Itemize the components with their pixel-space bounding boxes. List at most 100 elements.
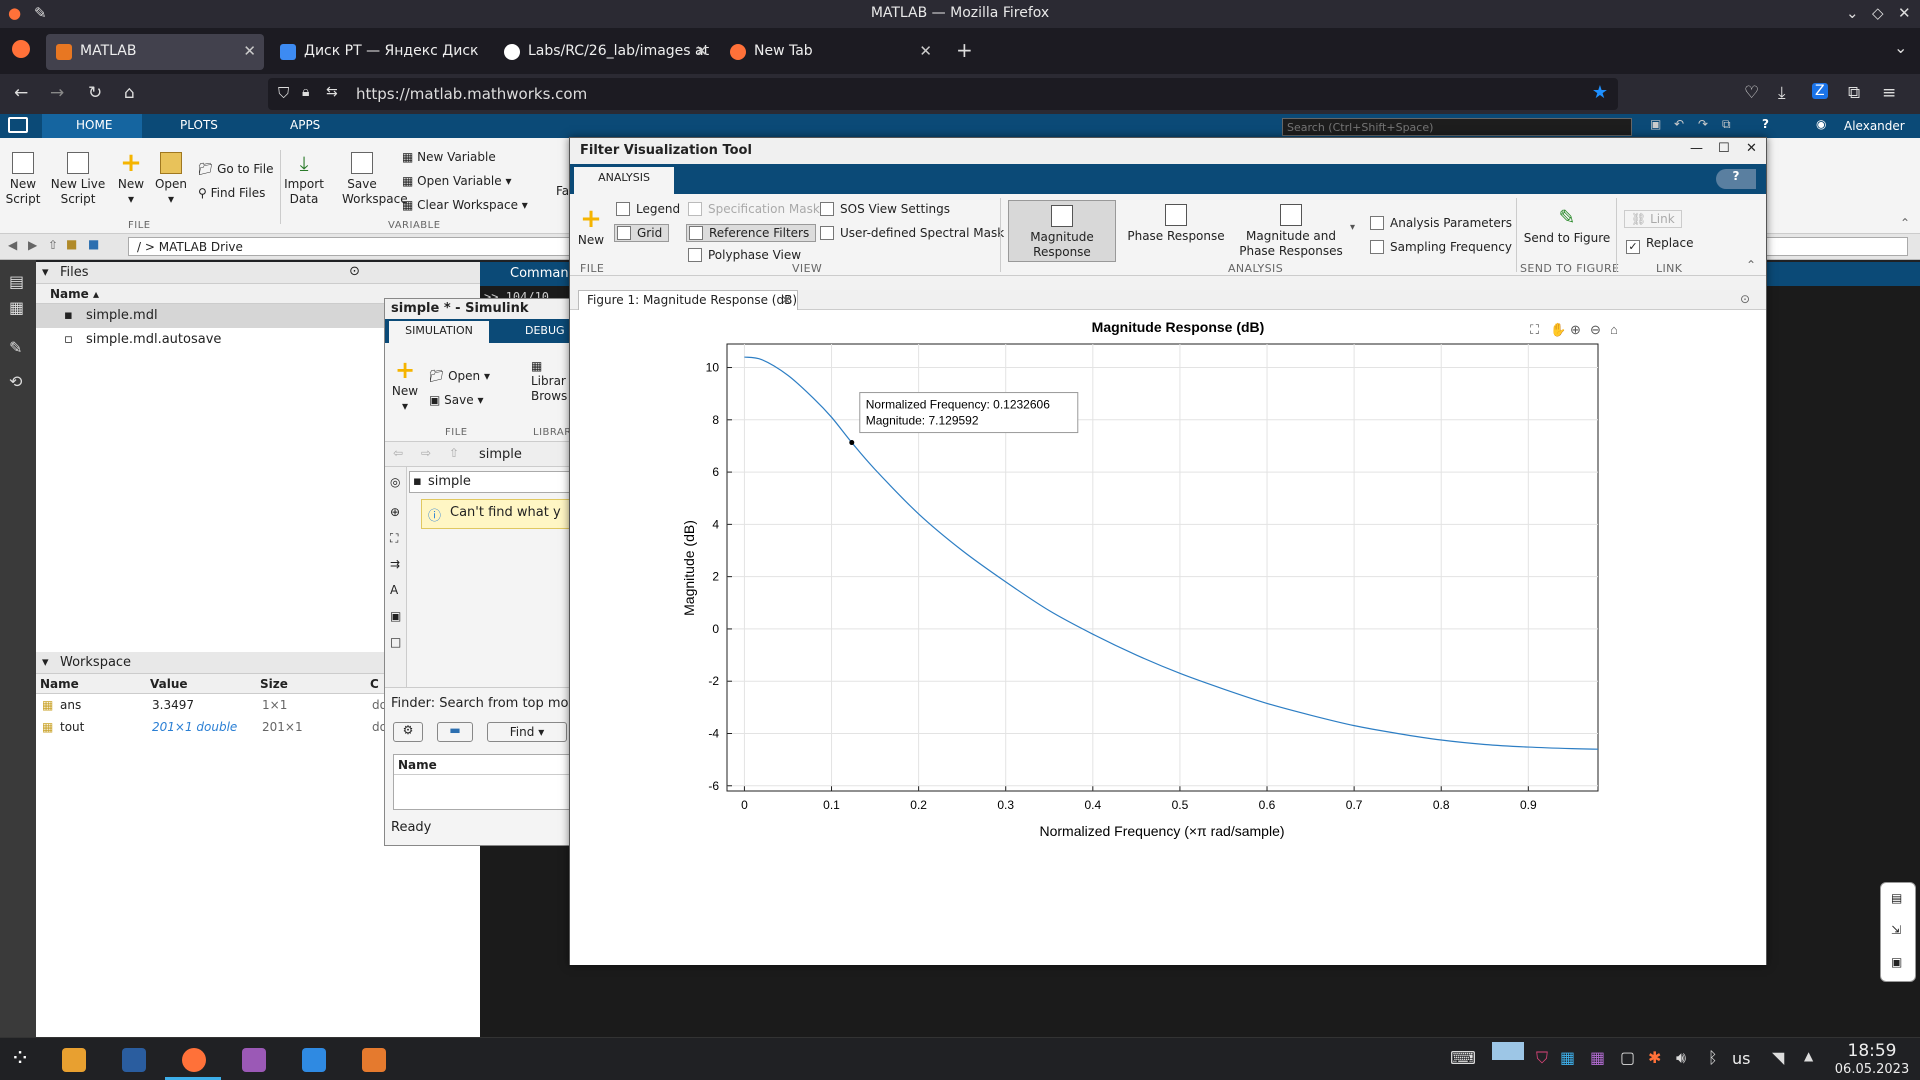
close-tab-icon[interactable]: ✕ — [243, 42, 256, 60]
undo-icon[interactable]: ↶ — [1674, 117, 1685, 131]
breadcrumb[interactable]: simple — [479, 447, 522, 462]
back-icon[interactable]: ← — [14, 83, 29, 103]
tab-plots[interactable]: PLOTS — [180, 118, 218, 132]
folder-icon[interactable]: ■ — [66, 237, 78, 251]
minimize-icon[interactable]: — — [1690, 141, 1703, 156]
send-to-figure-button[interactable]: ✎ Send to Figure — [1522, 206, 1612, 246]
fvtool-new-button[interactable]: + New — [576, 206, 606, 248]
notification-icon[interactable]: ✱ — [1648, 1048, 1662, 1067]
sim-save-button[interactable]: ▣ Save ▾ — [429, 393, 484, 407]
reference-filters-button[interactable]: Reference Filters — [686, 224, 817, 242]
legend-button[interactable]: Legend — [616, 202, 680, 216]
up-icon[interactable]: ⇧ — [449, 446, 460, 460]
close-tab-icon[interactable]: ✕ — [695, 42, 708, 60]
wifi-icon[interactable]: ◥ — [1772, 1048, 1785, 1067]
workspace-panel-icon[interactable]: ▦ — [9, 298, 25, 317]
save-workspace-button[interactable]: Save Workspace — [342, 152, 408, 207]
history-icon[interactable]: ⟲ — [9, 372, 23, 391]
datatip[interactable]: Normalized Frequency: 0.1232606 Magnitud… — [859, 392, 1079, 434]
pin-icon[interactable]: ✎ — [34, 4, 47, 22]
network-manager-icon[interactable]: ▦ — [1560, 1048, 1576, 1067]
new-live-script-button[interactable]: New Live Script — [50, 152, 106, 207]
forward-icon[interactable]: ⇨ — [421, 446, 432, 460]
shield-icon[interactable]: ⛉ — [278, 84, 290, 102]
magnitude-chart[interactable]: Magnitude Response (dB) ⛶ ✋ ⊕ ⊖ ⌂ 0 0.1 0.… — [570, 310, 1766, 965]
tab-yandex-disk[interactable]: Диск РТ — Яндекс Диск — [270, 34, 490, 70]
up-folder-icon[interactable]: ⇧ — [48, 238, 59, 252]
workspace-row[interactable]: ▦ tout 201×1 double 201×1 do — [36, 716, 480, 738]
figure-options-icon[interactable]: ⊙ — [1740, 292, 1751, 306]
column-value[interactable]: Value — [150, 677, 188, 691]
pocket-icon[interactable]: ♡ — [1744, 83, 1760, 103]
column-size[interactable]: Size — [260, 677, 288, 691]
clock-date[interactable]: 06.05.2023 — [1834, 1062, 1910, 1077]
files-column-header[interactable]: Name ▴ — [36, 284, 480, 304]
link-button[interactable]: ⛓ Link — [1624, 210, 1682, 228]
lock-icon[interactable]: 🔒︎ — [302, 84, 310, 100]
bluetooth-icon[interactable]: ᛒ — [1708, 1048, 1718, 1067]
finder-scope-icon[interactable]: ▬ — [437, 722, 473, 742]
collapse-icon[interactable]: ▾ — [42, 265, 49, 280]
file-row[interactable]: ▫ simple.mdl.autosave — [36, 328, 480, 352]
updates-icon[interactable]: ▦ — [1590, 1048, 1606, 1067]
find-button[interactable]: Find ▾ — [487, 722, 567, 742]
tab-apps[interactable]: APPS — [290, 118, 321, 132]
matlab-search-input[interactable] — [1282, 118, 1632, 136]
magnitude-phase-button[interactable]: Magnitude and Phase Responses — [1232, 204, 1350, 259]
gallery-expand-icon[interactable]: ▾ — [1350, 222, 1356, 233]
sos-view-button[interactable]: SOS View Settings — [820, 202, 950, 216]
home-icon[interactable]: ⌂ — [124, 83, 135, 103]
replace-checkbox[interactable]: ✓ Replace — [1626, 236, 1693, 254]
arrow-icon[interactable]: ⇉ — [390, 557, 401, 571]
display-icon[interactable] — [1492, 1042, 1524, 1060]
workspace-row[interactable]: ▦ ans 3.3497 1×1 do — [36, 694, 480, 716]
files-app-icon[interactable] — [62, 1048, 86, 1072]
hide-browser-icon[interactable]: ◎ — [390, 475, 401, 489]
fit-view-icon[interactable]: ⛶ — [390, 531, 399, 545]
app-launcher-icon[interactable]: ⁘ — [10, 1044, 31, 1072]
analysis-parameters-button[interactable]: Analysis Parameters — [1370, 216, 1512, 230]
extensions-icon[interactable]: ⧉ — [1848, 83, 1861, 103]
specification-mask-button[interactable]: Specification Mask — [688, 202, 820, 216]
save-icon[interactable]: ▣ — [1650, 117, 1662, 131]
go-to-file-button[interactable]: 📁︎ Go to File — [198, 162, 273, 177]
sampling-frequency-button[interactable]: Sampling Frequency — [1370, 240, 1512, 254]
user-spectral-mask-button[interactable]: User-defined Spectral Mask — [820, 226, 1004, 240]
bookmark-star-icon[interactable]: ★ — [1591, 82, 1608, 103]
polyphase-view-button[interactable]: Polyphase View — [688, 248, 801, 262]
menu-icon[interactable]: ≡ — [1882, 83, 1897, 103]
downloads-icon[interactable]: ⤓ — [1778, 83, 1786, 103]
tab-github[interactable]: Labs/RC/26_lab/images at ✕ — [494, 34, 716, 70]
maximize-icon[interactable]: ◇ — [1872, 4, 1884, 22]
new-button[interactable]: + New ▾ — [117, 148, 145, 206]
column-name[interactable]: Name — [40, 677, 79, 691]
open-variable-button[interactable]: ▦ Open Variable ▾ — [402, 174, 512, 188]
magnitude-line[interactable] — [744, 356, 1599, 750]
permissions-icon[interactable]: ⇆ — [326, 84, 338, 100]
tab-debug[interactable]: DEBUG — [525, 324, 565, 337]
clipboard-icon[interactable]: ▢ — [1620, 1048, 1636, 1067]
editor-icon[interactable]: ✎ — [9, 338, 23, 357]
finder-options-icon[interactable]: ⚙ — [393, 722, 423, 742]
help-icon[interactable]: ? — [1716, 169, 1756, 189]
close-icon[interactable]: ✕ — [1746, 141, 1757, 156]
sim-new-button[interactable]: + New ▾ — [391, 356, 419, 413]
figure-tab[interactable]: Figure 1: Magnitude Response (dB) ✕ — [578, 290, 798, 310]
open-button[interactable]: Open ▾ — [154, 152, 188, 207]
sim-open-button[interactable]: 📁︎ Open ▾ — [429, 369, 490, 383]
image-viewer-app-icon[interactable] — [362, 1048, 386, 1072]
browse-icon[interactable]: ■ — [88, 237, 100, 251]
forward-icon[interactable]: → — [50, 83, 65, 103]
back-icon[interactable]: ◀ — [8, 238, 18, 252]
minimize-icon[interactable]: ⌄ — [1846, 4, 1859, 22]
collapse-icon[interactable]: ▾ — [42, 655, 49, 670]
close-icon[interactable]: ✕ — [1898, 4, 1911, 22]
clock-time[interactable]: 18:59 — [1847, 1041, 1897, 1061]
import-data-button[interactable]: ⤓ Import Data — [284, 152, 324, 207]
tray-expand-icon[interactable]: ▲ — [1804, 1049, 1814, 1063]
zoom-icon[interactable]: ⊕ — [390, 505, 401, 519]
dock-icon[interactable]: ▤ — [1891, 891, 1903, 905]
keyboard-layout[interactable]: us — [1732, 1049, 1751, 1068]
new-script-button[interactable]: New Script — [4, 152, 42, 207]
zoom-out-icon[interactable]: ⊖ — [1590, 322, 1601, 337]
